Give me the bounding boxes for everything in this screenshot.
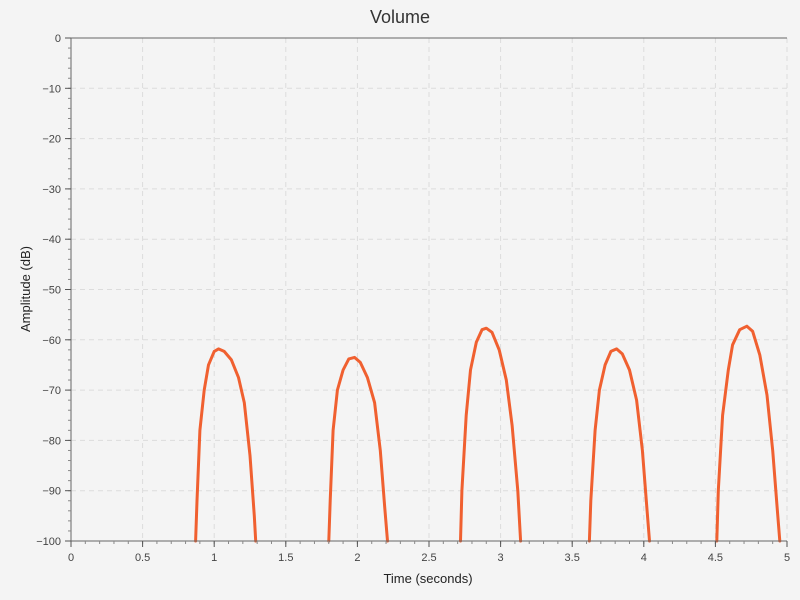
x-tick-label: 1.5 [278, 552, 293, 564]
x-tick-label: 0.5 [135, 552, 150, 564]
x-tick-label: 4.5 [708, 552, 723, 564]
x-tick-label: 3 [498, 552, 504, 564]
y-tick-label: −30 [42, 184, 61, 196]
y-tick-label: 0 [55, 33, 61, 45]
y-tick-label: −60 [42, 335, 61, 347]
x-tick-label: 3.5 [565, 552, 580, 564]
x-tick-label: 4 [641, 552, 647, 564]
x-axis-title: Time (seconds) [383, 571, 472, 586]
y-tick-label: −80 [42, 435, 61, 447]
y-tick-label: −50 [42, 285, 61, 297]
y-axis-title: Amplitude (dB) [18, 246, 33, 332]
x-tick-label: 1 [211, 552, 217, 564]
x-tick-label: 5 [784, 552, 790, 564]
x-tick-label: 0 [68, 552, 74, 564]
x-tick-label: 2 [354, 552, 360, 564]
y-tick-label: −10 [42, 83, 61, 95]
y-tick-label: −90 [42, 486, 61, 498]
x-tick-label: 2.5 [421, 552, 436, 564]
chart-title: Volume [370, 7, 430, 27]
y-tick-label: −70 [42, 385, 61, 397]
y-tick-label: −40 [42, 234, 61, 246]
y-tick-label: −100 [36, 536, 61, 548]
y-tick-label: −20 [42, 134, 61, 146]
